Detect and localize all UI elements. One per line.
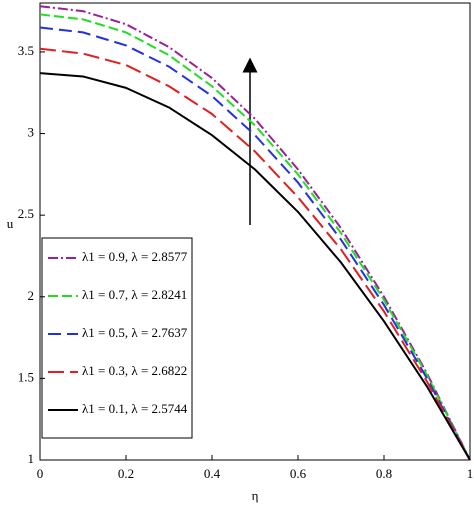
line-series <box>39 13 471 461</box>
x-tick-label: 0.6 <box>290 466 307 481</box>
x-tick-label: 0 <box>37 466 44 481</box>
y-axis-label: u <box>7 216 14 231</box>
x-tick-label: 0.4 <box>204 466 221 481</box>
legend-label: λ1 = 0.9, λ = 2.8577 <box>82 249 188 264</box>
x-tick-label: 0.8 <box>376 466 392 481</box>
legend-label: λ1 = 0.5, λ = 2.7637 <box>82 325 188 340</box>
line-series <box>39 47 471 461</box>
legend-label: λ1 = 0.1, λ = 2.5744 <box>82 401 188 416</box>
y-tick-label: 2.5 <box>18 206 34 221</box>
plot-frame <box>39 2 471 461</box>
y-tick-label: 2 <box>28 288 35 303</box>
x-tick-label: 1 <box>467 466 474 481</box>
legend-label: λ1 = 0.3, λ = 2.6822 <box>82 363 187 378</box>
line-series <box>39 5 471 461</box>
y-tick-label: 1 <box>28 451 35 466</box>
x-axis-label: η <box>252 488 259 503</box>
legend <box>41 237 193 439</box>
y-tick-label: 3.5 <box>18 43 34 58</box>
line-series <box>39 72 471 461</box>
y-tick-label: 1.5 <box>18 369 34 384</box>
legend-label: λ1 = 0.7, λ = 2.8241 <box>82 287 187 302</box>
y-tick-label: 3 <box>28 125 35 140</box>
x-tick-label: 0.2 <box>118 466 134 481</box>
